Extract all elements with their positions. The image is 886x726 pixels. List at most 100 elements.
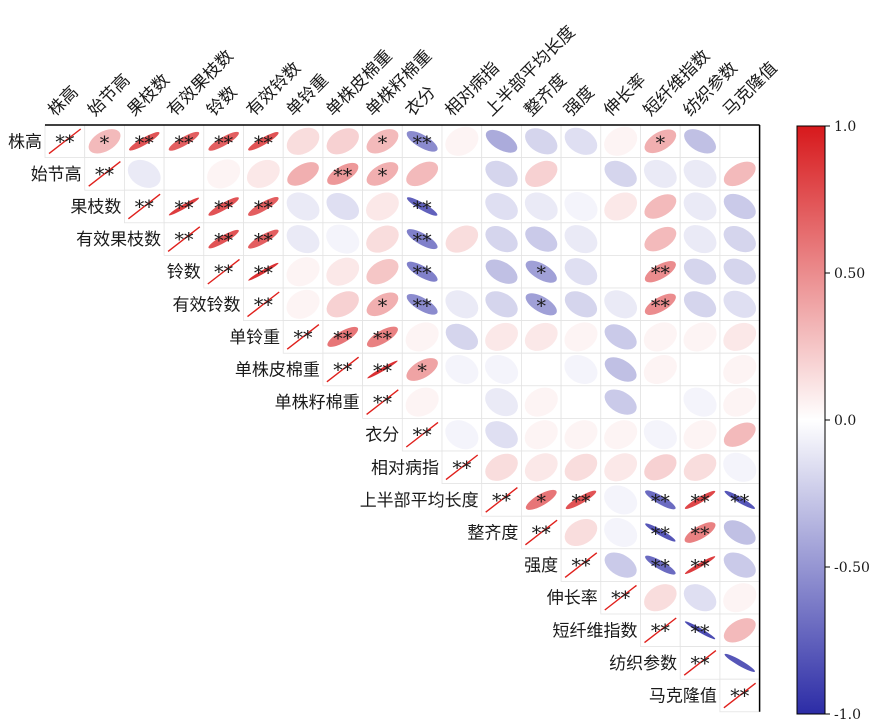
- diagonal-significance: **: [333, 360, 353, 382]
- cell-4-14: [600, 254, 641, 289]
- significance-mark: *: [378, 132, 388, 154]
- correlation-ellipse: [484, 354, 519, 385]
- correlation-ellipse: [405, 322, 439, 352]
- cell-5-9: **: [401, 287, 443, 321]
- cell-3-7: [322, 222, 363, 256]
- cell-4-10: [441, 254, 483, 289]
- cell-12-13: [560, 515, 602, 550]
- cell-5-10: [441, 287, 483, 321]
- correlation-ellipse: [485, 388, 518, 417]
- correlation-ellipse: [168, 197, 200, 216]
- significance-mark: **: [373, 328, 393, 350]
- significance-mark: *: [656, 132, 666, 154]
- row-label: 强度: [524, 556, 558, 576]
- cell-9-16: [679, 417, 721, 452]
- cell-8-8: **: [362, 385, 403, 419]
- cell-12-17: [719, 515, 761, 550]
- cell-6-17: [719, 320, 761, 354]
- cell-9-11: [481, 417, 522, 452]
- correlation-ellipse: [327, 326, 359, 347]
- significance-mark: **: [254, 198, 274, 220]
- cell-16-16: **: [679, 646, 721, 680]
- correlation-ellipse: [684, 621, 716, 640]
- cell-1-1: **: [84, 157, 125, 191]
- significance-mark: **: [691, 621, 711, 643]
- cell-2-5: **: [243, 189, 284, 224]
- column-label: 果枝数: [124, 70, 174, 120]
- colorbar-gradient: [796, 125, 826, 715]
- cell-1-10: [441, 157, 483, 191]
- correlation-ellipse: [405, 387, 439, 417]
- cell-9-15: [640, 417, 681, 452]
- cell-6-13: [560, 320, 602, 354]
- cell-1-12: [521, 157, 562, 191]
- correlation-ellipse: [564, 354, 598, 385]
- cell-3-16: [679, 222, 721, 256]
- correlation-ellipse: [683, 225, 717, 254]
- correlation-ellipse: [445, 420, 479, 450]
- correlation-ellipse: [406, 261, 438, 282]
- cell-17-17: **: [719, 678, 761, 713]
- significance-mark: **: [651, 295, 671, 317]
- row-label: 马克隆值: [649, 687, 717, 707]
- cell-7-15: [640, 352, 681, 387]
- correlation-ellipse: [723, 225, 756, 253]
- correlation-ellipse: [604, 485, 638, 515]
- cell-2-12: [521, 189, 562, 224]
- row-label: 铃数: [167, 263, 201, 283]
- diagonal-significance: **: [492, 490, 512, 512]
- cell-4-17: [719, 254, 761, 289]
- correlation-ellipse: [525, 226, 558, 252]
- cell-14-16: [679, 581, 721, 615]
- cell-0-10: [441, 124, 483, 158]
- correlation-ellipse: [683, 354, 717, 385]
- cell-0-12: [521, 124, 562, 158]
- cell-2-14: [600, 189, 641, 224]
- correlation-ellipse: [723, 583, 757, 613]
- correlation-ellipse: [286, 257, 320, 287]
- cell-8-11: [481, 385, 522, 419]
- cell-1-16: [679, 157, 721, 191]
- cell-0-5: **: [243, 124, 284, 158]
- correlation-ellipse: [207, 159, 241, 189]
- correlation-ellipse: [248, 132, 279, 151]
- cell-9-10: [441, 417, 483, 452]
- correlation-ellipse: [723, 387, 757, 417]
- diagonal-line: [326, 356, 360, 383]
- column-label: 始节高: [84, 70, 134, 120]
- cell-8-9: [401, 385, 443, 419]
- significance-mark: **: [333, 328, 353, 350]
- cell-6-9: [401, 320, 443, 354]
- cell-14-15: [640, 581, 681, 615]
- cell-6-7: **: [322, 320, 363, 354]
- cell-0-6: [282, 124, 324, 158]
- cell-11-11: **: [481, 483, 522, 517]
- correlation-ellipse: [604, 192, 638, 221]
- cell-3-17: [719, 222, 761, 256]
- cell-6-8: **: [362, 320, 403, 354]
- diagonal-line: [207, 258, 240, 285]
- row-label: 有效果枝数: [76, 230, 161, 250]
- correlation-ellipse: [604, 552, 637, 578]
- cell-9-14: [600, 417, 641, 452]
- correlation-ellipse: [445, 323, 479, 351]
- correlation-ellipse: [604, 389, 637, 415]
- significance-mark: **: [254, 230, 274, 252]
- row-label: 伸长率: [547, 589, 598, 609]
- row-label: 相对病指: [371, 458, 439, 478]
- diagonal-line: [366, 389, 399, 415]
- cell-7-17: [719, 352, 761, 387]
- correlation-ellipse: [684, 522, 716, 543]
- cell-3-5: **: [243, 222, 284, 256]
- significance-mark: *: [378, 295, 388, 317]
- correlation-ellipse: [445, 354, 479, 385]
- cell-1-3: [163, 157, 205, 191]
- cell-1-8: *: [362, 157, 403, 191]
- cell-2-6: [282, 189, 324, 224]
- correlation-ellipse: [723, 258, 756, 285]
- cell-5-6: [282, 287, 324, 321]
- significance-mark: **: [413, 132, 433, 154]
- diagonal-line: [48, 128, 82, 155]
- cell-8-17: [719, 385, 761, 419]
